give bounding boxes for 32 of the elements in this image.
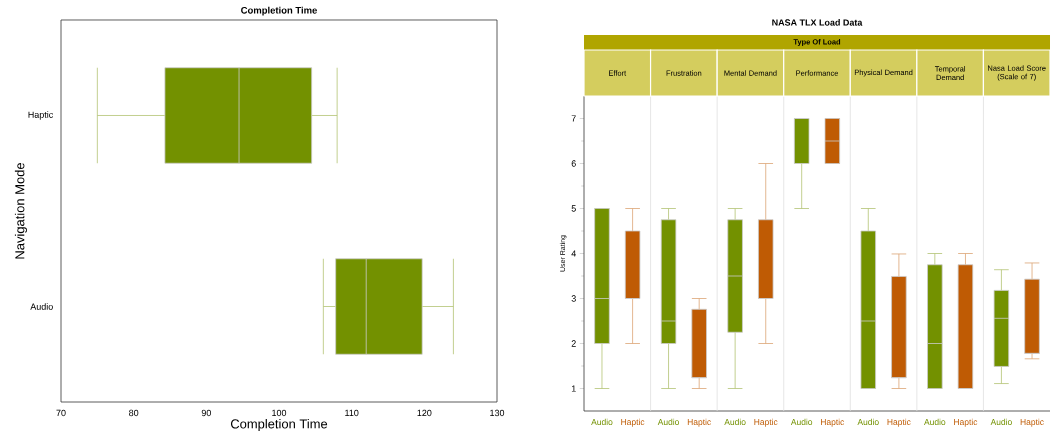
text: Audio	[657, 418, 680, 425]
text: Audio	[591, 418, 613, 425]
text: Haptic	[687, 418, 711, 427]
text: Audio	[857, 418, 879, 425]
y-tick-label: 3	[571, 295, 576, 302]
text: Haptic	[954, 418, 978, 427]
x-tick-label: 70	[56, 409, 66, 417]
text: Haptic	[621, 418, 645, 427]
x-tick-label: 80	[129, 409, 139, 417]
text: Audio	[990, 418, 1012, 425]
text: Audio	[724, 418, 746, 425]
x-tick-label: 110	[345, 409, 359, 417]
y-tick-label: 4	[571, 250, 576, 257]
x-tick-label: 90	[201, 409, 211, 417]
y-axis-title: Navigation Mode	[14, 163, 27, 259]
text: Haptic	[887, 418, 911, 427]
x-tick-label: 130	[490, 409, 505, 417]
x-tick-label: 120	[417, 409, 432, 417]
chart-title: Completion Time	[241, 6, 317, 16]
chart-title: NASA TLX Load Data	[772, 19, 863, 26]
y-tick-label: 6	[571, 160, 576, 167]
text: Haptic	[821, 418, 845, 427]
text: Haptic	[754, 418, 778, 427]
y-tick-label: 1	[571, 385, 576, 392]
text: Audio	[924, 418, 946, 425]
x-axis-title: Completion Time	[230, 418, 328, 432]
y-tick-label: 5	[571, 205, 576, 212]
text: Audio	[790, 418, 813, 425]
x-tick-label: 100	[272, 409, 287, 417]
text: Haptic	[1020, 418, 1044, 427]
y-tick-label: 2	[571, 340, 576, 347]
y-tick-label: 7	[571, 115, 576, 122]
